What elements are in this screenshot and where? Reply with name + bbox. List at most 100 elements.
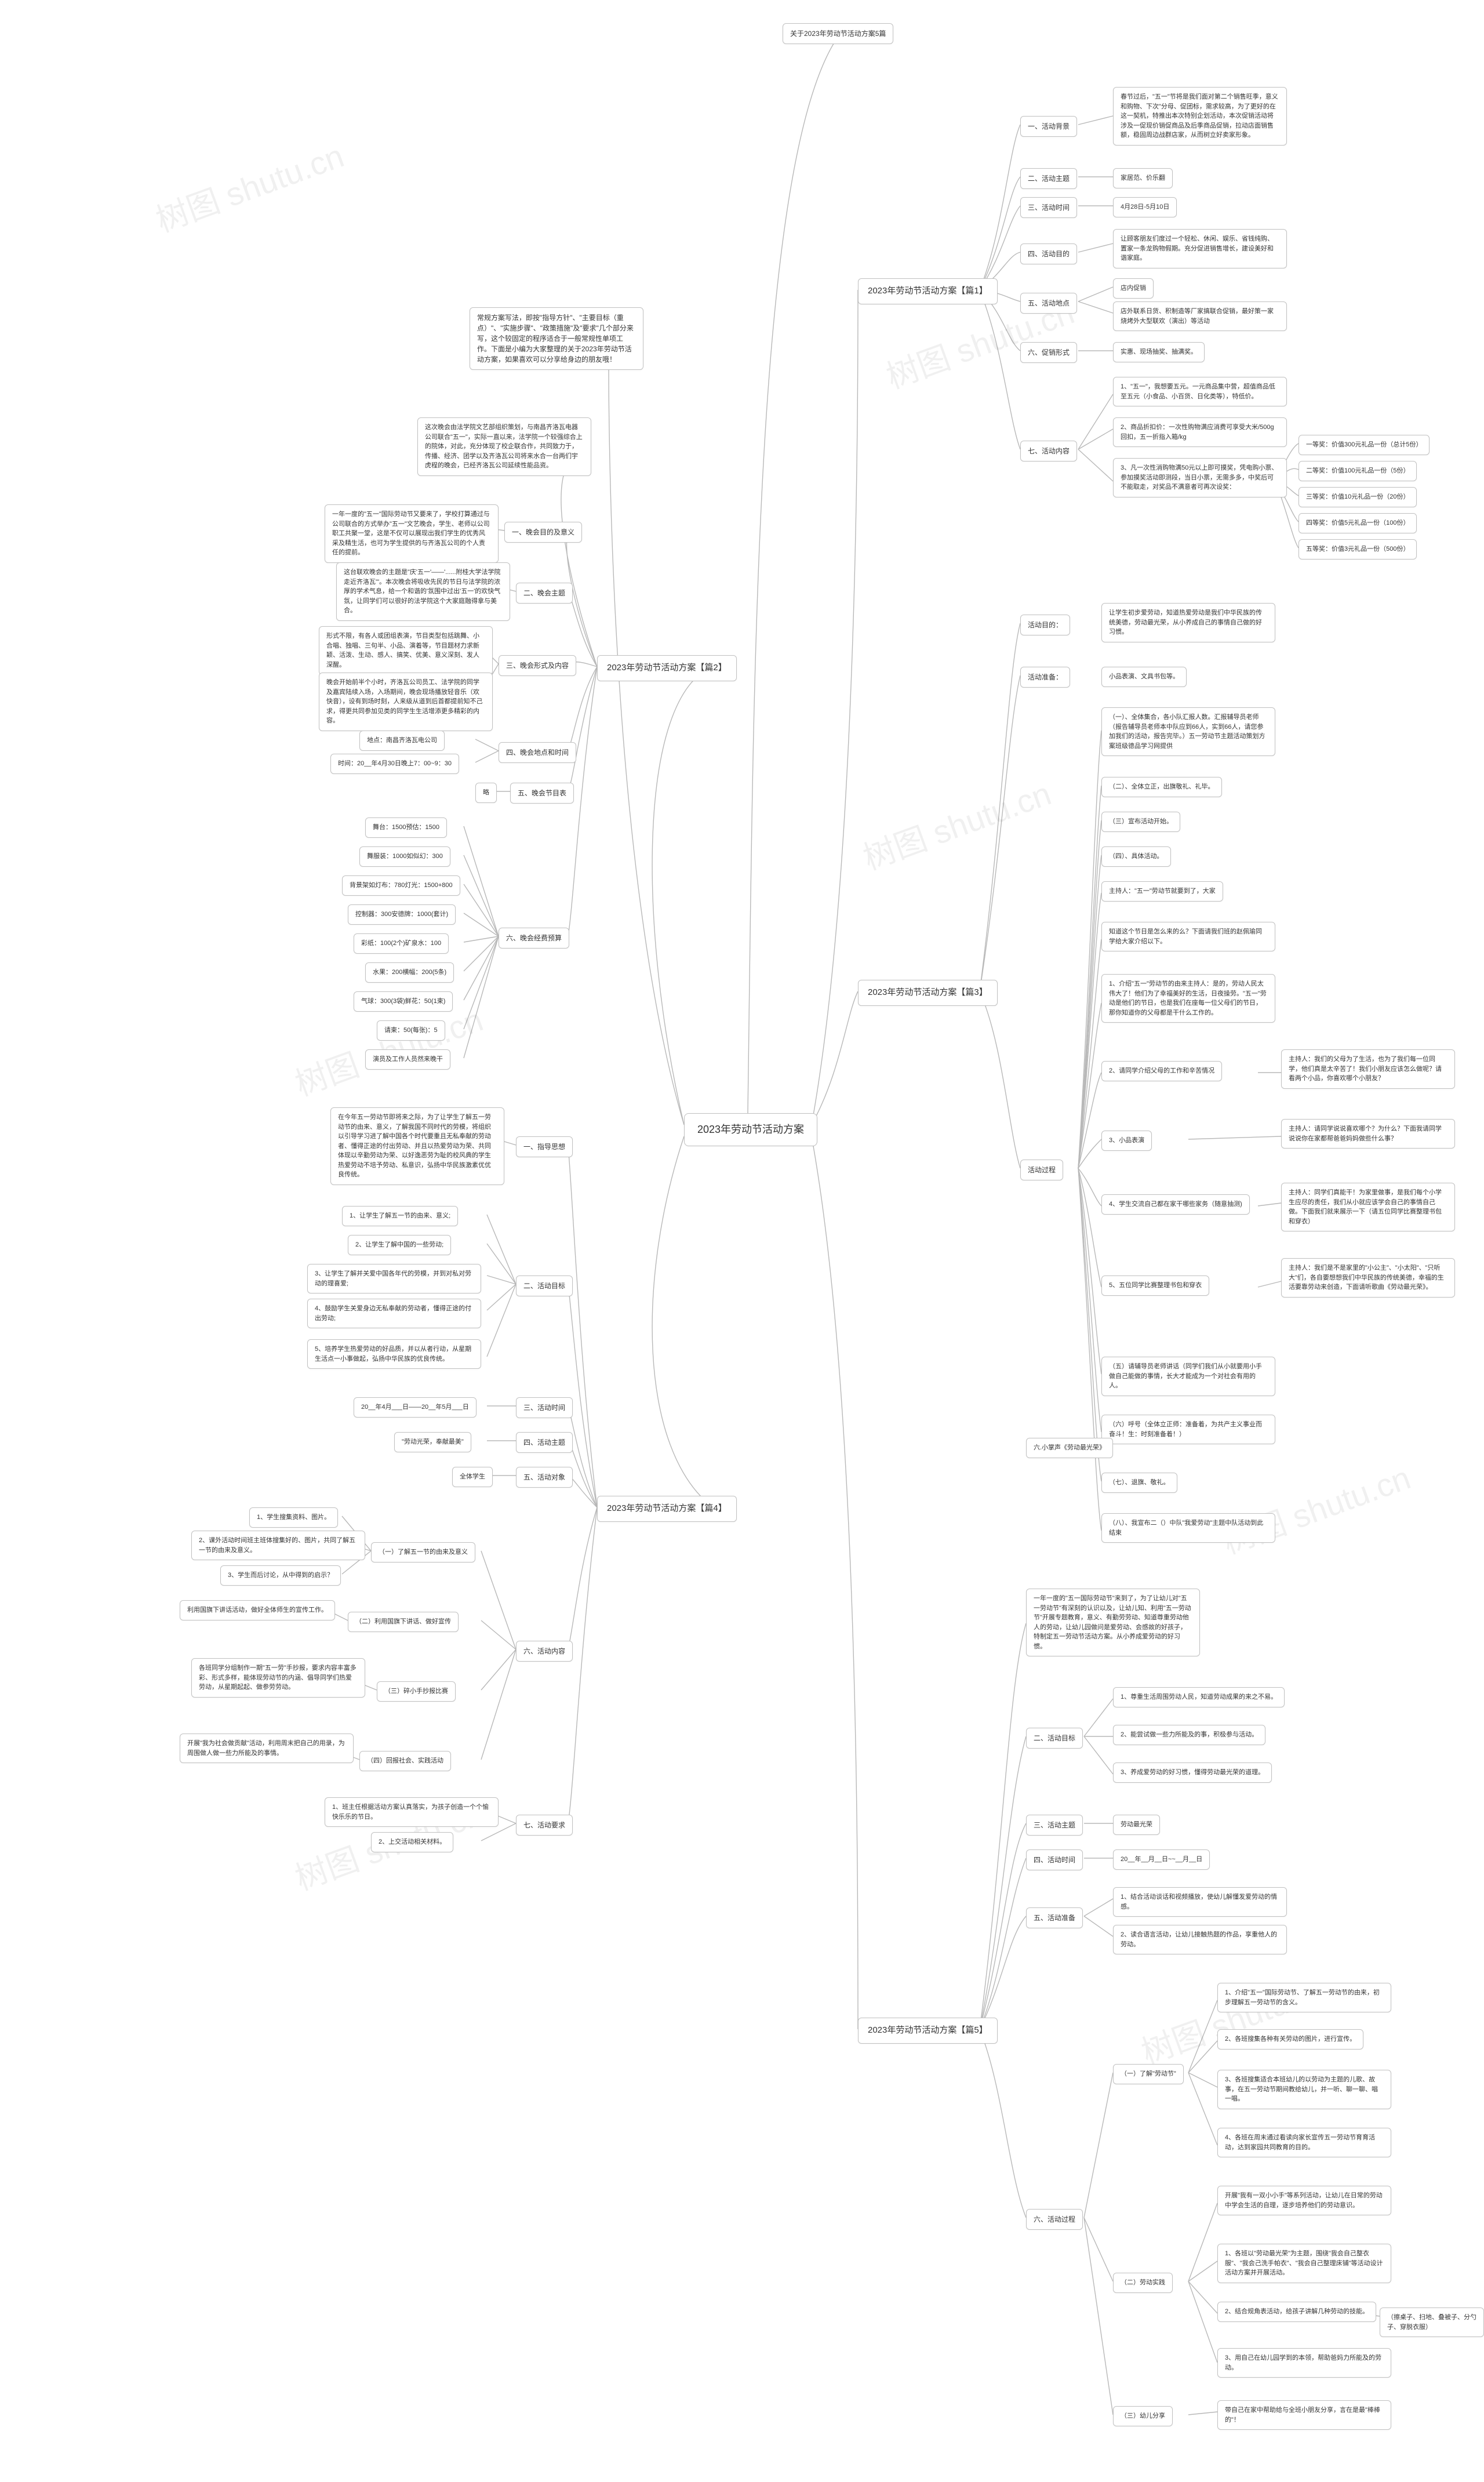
plan1-i7-label: 七、活动内容 — [1020, 441, 1077, 461]
plan2-i2-text: 这台联欢晚会的主题是"庆'五一'——'......附桂大学法学院走近齐洛瓦'"。… — [336, 562, 510, 621]
plan1-i6-text: 实惠、现场抽奖、抽满奖。 — [1113, 342, 1205, 362]
plan3-i3-label: 活动过程 — [1020, 1160, 1063, 1180]
plan1-i2-label: 二、活动主题 — [1020, 168, 1077, 189]
plan4-i3-label: 三、活动时间 — [516, 1397, 573, 1418]
plan1-i3-label: 三、活动时间 — [1020, 197, 1077, 218]
plan5-label[interactable]: 2023年劳动节活动方案【篇5】 — [858, 2018, 998, 2044]
plan2-i5-label: 五、晚会节目表 — [510, 783, 574, 804]
root-node[interactable]: 2023年劳动节活动方案 — [684, 1113, 817, 1146]
plan5-i5-b3: 3、用自己在幼儿园学到的本领，帮助爸妈力所能及的劳动。 — [1217, 2348, 1391, 2378]
plan4-i6-d-text: 开展"我为社会做贡献"活动，利用周末把自己的用录，为周围做人做一些力所能及的事情… — [180, 1734, 354, 1763]
plan3-i3-l: （六）呼号（全体立正师：准备着，为共产主义事业而奋斗！生：时刻准备着！） — [1101, 1415, 1275, 1444]
plan4-i5-label: 五、活动对象 — [516, 1467, 573, 1488]
plan4-i6-d: （四）回报社会、实践活动 — [359, 1751, 451, 1771]
plan1-prize3: 三等奖：价值10元礼品一份（20份） — [1298, 487, 1417, 507]
plan4-i6-b-text: 利用国旗下讲话活动，做好全体师生的宣传工作。 — [180, 1600, 335, 1620]
plan1-prize4: 四等奖：价值5元礼品一份（100份） — [1298, 513, 1417, 533]
plan3-i3-i-sub: 主持人：同学们真能干！为家里做事，是我们每个小学生应尽的责任，我们从小就应该学会… — [1281, 1183, 1455, 1231]
plan5-intro: 一年一度的"五一国际劳动节"来到了，为了让幼儿对"五一劳动节"有深刻的认识以及，… — [1026, 1589, 1200, 1656]
plan4-i7-label: 七、活动要求 — [516, 1815, 573, 1836]
plan3-i3-c: （三）宣布活动开始。 — [1101, 812, 1180, 832]
plan1-prize5: 五等奖：价值3元礼品一份（500份） — [1298, 539, 1417, 559]
plan1-i4-text: 让顾客朋友们度过一个轻松、休闲、娱乐、省钱纯购、置家一条龙购物假期。充分促进销售… — [1113, 229, 1287, 268]
plan2-i2-label: 二、晚会主题 — [516, 583, 573, 604]
plan1-i1-text: 春节过后，"五一"节将是我们面对第二个销售旺季，意义和购物、下次"分母、促团标，… — [1113, 87, 1287, 146]
plan3-i3-m: （七）、退旗、敬礼。 — [1101, 1473, 1177, 1493]
page-title: 关于2023年劳动节活动方案5篇 — [783, 23, 893, 44]
plan1-prize1: 一等奖：价值300元礼品一份（总计5份） — [1298, 435, 1430, 455]
plan4-i7-b: 2、上交活动相关材料。 — [371, 1832, 453, 1852]
plan5-i4-b: 2、读合语言活动，让幼儿接触热题的作品，享重他人的劳动。 — [1113, 1925, 1287, 1954]
plan4-i7-a: 1、班主任根据活动方案认真落实，为孩子创造一个个愉快乐乐的节日。 — [325, 1797, 499, 1827]
plan5-i5-b-intro: 开展"我有一双小小手"等系列活动，让幼儿在日常的劳动中学会生活的自理，逐步培养他… — [1217, 2186, 1391, 2215]
plan4-i6-a3: 3、学生而后讨论，从中得到的启示？ — [220, 1565, 341, 1586]
plan5-i5-c-text: 带自己在家中帮助给与全班小朋友分享，言在是最"棒棒的"！ — [1217, 2400, 1391, 2430]
plan1-label[interactable]: 2023年劳动节活动方案【篇1】 — [858, 278, 998, 304]
plan1-i2-text: 家居范、价乐翻 — [1113, 168, 1173, 188]
plan4-i6-c: （三）碎小手抄报比赛 — [377, 1681, 456, 1702]
plan1-i4-label: 四、活动目的 — [1020, 244, 1077, 264]
plan5-i5-a: （一）了解"劳动节" — [1113, 2064, 1184, 2084]
plan3-i2-text: 小品表演、文具书包等。 — [1101, 667, 1187, 687]
plan2-i4-a: 地点：南昌齐洛瓦电公司 — [359, 731, 445, 751]
plan1-i7-b: 2、商品折扣价：一次性购物满应消费可享受大米/500g回扣，五一折指入箱/kg — [1113, 417, 1287, 447]
plan3-label[interactable]: 2023年劳动节活动方案【篇3】 — [858, 980, 998, 1006]
plan2-i4-b: 时间：20__年4月30日晚上7：00~9：30 — [330, 754, 459, 774]
mindmap-canvas: 树图 shutu.cn 树图 shutu.cn 树图 shutu.cn 树图 s… — [0, 0, 1484, 2482]
plan3-i3-e: 知道这个节日是怎么来的么？下面请我们班的赵佩瑜同学给大家介绍以下。 — [1101, 922, 1275, 951]
plan3-i3-k: （五）请辅导员老师讲话（同学们我们从小就要用小手做自己能做的事情，长大才能成为一… — [1101, 1357, 1275, 1396]
plan1-i4-sub-a: 店内促销 — [1113, 278, 1154, 299]
plan1-i7-a: 1、"五一"，我想要五元。一元商品集中营，超值商品低至五元（小食品、小百货、日化… — [1113, 377, 1287, 406]
plan2-i6-c: 背景架如灯布：780灯光：1500+800 — [342, 875, 460, 896]
plan1-i5-label: 五、活动地点 — [1020, 293, 1077, 314]
plan3-i3-g-sub: 主持人：我们的父母为了生活，也为了我们每一位同学，他们真是太辛苦了！我们小朋友应… — [1281, 1049, 1455, 1089]
plan5-i3-label: 四、活动时间 — [1026, 1849, 1083, 1870]
plan4-i1-label: 一、指导思想 — [516, 1136, 573, 1157]
plan2-i6-d: 控制器：300安德牌：1000(套计) — [348, 904, 456, 925]
plan2-intro: 这次晚会由法学院文艺部组织策划，与南昌齐洛瓦电器公司联合"五一"，实际一直以来，… — [417, 417, 591, 476]
plan4-i2-d: 4、鼓励学生关爱身边无私奉献的劳动者，懂得正途的付出劳动; — [307, 1299, 481, 1328]
plan2-i6-b: 舞服装：1000如似幻：300 — [359, 846, 450, 867]
plan1-i3-text: 4月28日-5月10日 — [1113, 197, 1177, 217]
plan5-i5-a3: 3、各班搜集适合本班幼儿的以劳动为主题的儿歌、故事，在五一劳动节期间教给幼儿，并… — [1217, 2070, 1391, 2109]
plan1-i6-label: 六、促销形式 — [1020, 342, 1077, 363]
plan4-i6-a: （一）了解五一节的由来及意义 — [371, 1542, 475, 1562]
plan4-i2-b: 2、让学生了解中国的一些劳动; — [348, 1235, 451, 1255]
connector-lines — [0, 0, 1484, 2482]
plan5-i1-b: 2、能尝试做一些力所能及的事，积极参与活动。 — [1113, 1725, 1265, 1745]
plan2-i6-g: 气球：300(3袋)鲜花：50(1束) — [354, 991, 453, 1012]
plan2-i6-i: 演员及工作人员然来晚干 — [365, 1049, 450, 1070]
plan4-i2-e: 5、培养学生热爱劳动的好品质，并以从者行动，从星期生活点一小事做起，弘扬中华民族… — [307, 1339, 481, 1369]
plan2-i3-label: 三、晚会形式及内容 — [499, 655, 576, 676]
plan2-i1-text: 一年一度的"五一"国际劳动节又要来了，学校打算通过与公司联合的方式举办"五一"文… — [325, 504, 499, 563]
plan2-i6-h: 请柬：50(每张)：5 — [377, 1020, 445, 1041]
intro-block: 常规方案写法，即按"指导方针"、"主要目标（重点）"、"实施步骤"、"政策措施"… — [470, 307, 643, 370]
plan4-label[interactable]: 2023年劳动节活动方案【篇4】 — [597, 1496, 737, 1522]
plan5-i2-text: 劳动最光荣 — [1113, 1815, 1160, 1835]
plan4-i4-label: 四、活动主题 — [516, 1432, 573, 1453]
plan1-i4-sub-b: 店外联系日货、积制造等厂家搞联合促销，最好策一家烧烤外大型联欢（演出）等活动 — [1113, 301, 1287, 331]
plan3-i3-a: （一）、全体集合，各小队汇报人数。汇报辅导员老师（报告辅导员老师本中队应到66人… — [1101, 707, 1275, 756]
plan3-i3-g: 2、请同学介绍父母的工作和辛苦情况 — [1101, 1061, 1222, 1081]
plan4-i6-b: （二）利用国旗下讲话、做好宣传 — [348, 1612, 459, 1632]
plan5-i1-label: 二、活动目标 — [1026, 1728, 1083, 1749]
plan2-i6-a: 舞台：1500预估：1500 — [365, 817, 447, 838]
plan5-i5-b1: 1、各班以"劳动最光荣"为主题，围绕"我会自己整衣服"、"我会己洗手帕衣"、"我… — [1217, 2244, 1391, 2283]
plan4-i4-text: "劳动光荣，奉献最美" — [394, 1432, 471, 1452]
plan5-i5-c: （三）幼儿分享 — [1113, 2406, 1173, 2426]
plan2-i5-text: 略 — [475, 783, 497, 803]
plan2-i6-e: 彩纸：100(2个)矿泉水：100 — [354, 933, 449, 954]
plan3-i3-j: 5、五位同学比赛整理书包和穿衣 — [1101, 1275, 1209, 1296]
plan5-i5-a1: 1、介绍"五一"国际劳动节、了解五一劳动节的由来，初步理解五一劳动节的含义。 — [1217, 1983, 1391, 2012]
plan3-i1-text: 让学生初步爱劳动，知道热爱劳动是我们中华民族的传统美德，劳动最光荣，从小养成自己… — [1101, 603, 1275, 642]
plan4-i6-a2: 2、课外活动时间班主班体搜集好的、图片，共同了解五一节的由来及意义。 — [191, 1531, 365, 1560]
plan3-i3-d: （四）、具体活动。 — [1101, 846, 1171, 867]
plan5-i3-text: 20__年__月__日~~__月__日 — [1113, 1849, 1210, 1870]
plan5-i5-b: （二）劳动实践 — [1113, 2273, 1173, 2293]
plan3-i3-h-sub: 主持人：请同学说说喜欢哪个？为什么？下面我请同学说说你在家都帮爸爸妈妈做些什么事… — [1281, 1119, 1455, 1149]
plan3-i1-label: 活动目的： — [1020, 615, 1070, 635]
plan3-i3-f: 1、介绍"五一"劳动节的由来主持人：是的，劳动人民太伟大了！他们为了幸福美好的生… — [1101, 974, 1275, 1023]
plan2-i4-label: 四、晚会地点和时间 — [499, 742, 576, 763]
plan2-label[interactable]: 2023年劳动节活动方案【篇2】 — [597, 655, 737, 681]
plan3-i3-n: （八）、我宣布二（）中队"我爱劳动"主题中队活动到此结束 — [1101, 1513, 1275, 1543]
